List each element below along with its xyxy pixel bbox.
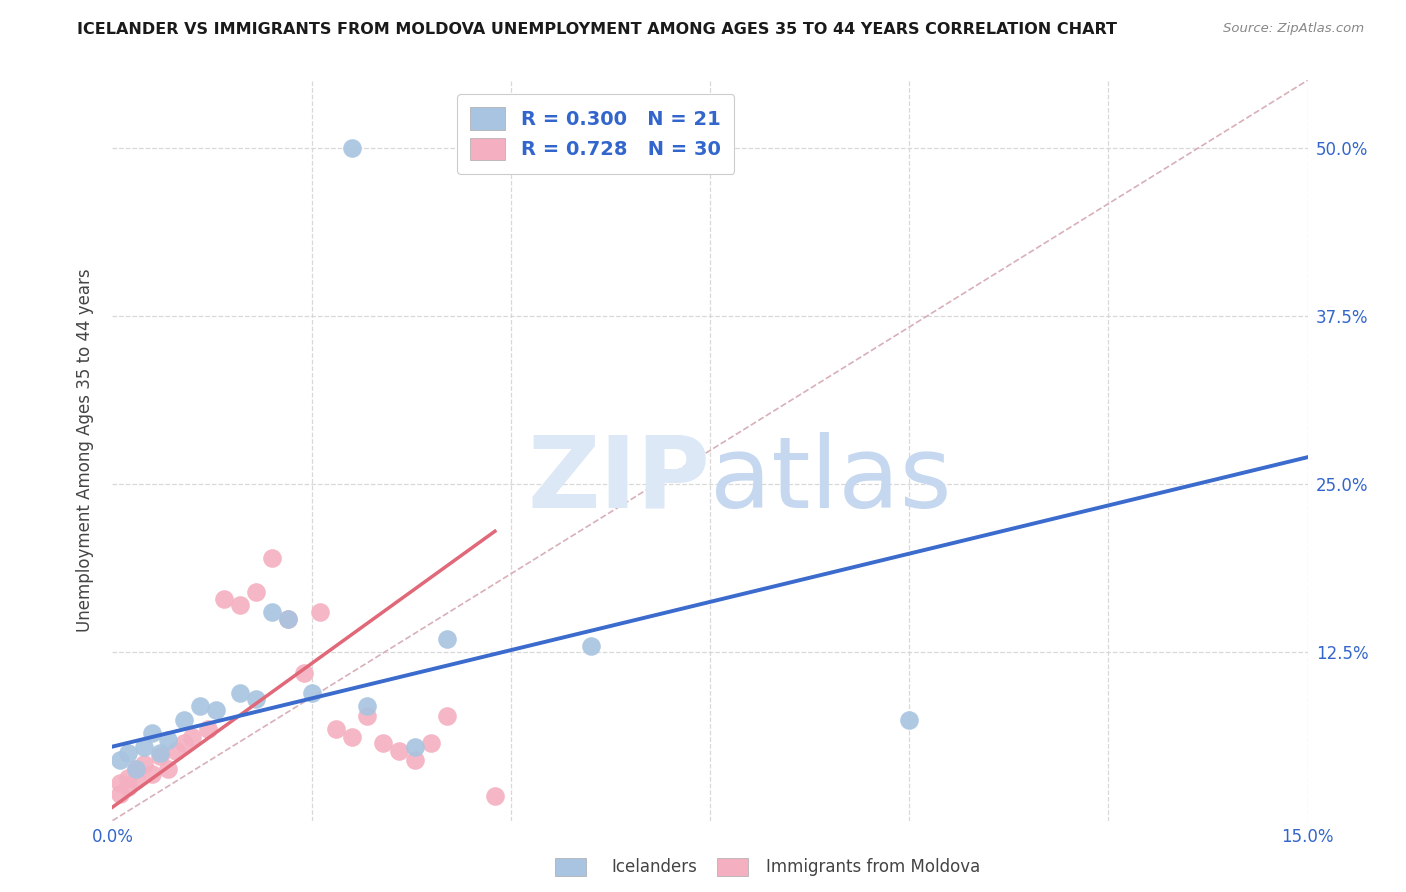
Point	[356, 699, 378, 714]
Text: Source: ZipAtlas.com: Source: ZipAtlas.com	[1223, 22, 1364, 36]
Point	[141, 726, 163, 740]
Point	[141, 766, 163, 780]
Point	[134, 739, 156, 754]
Point	[125, 763, 148, 777]
Point	[212, 591, 235, 606]
Text: atlas: atlas	[710, 432, 952, 529]
Legend: R = 0.300   N = 21, R = 0.728   N = 30: R = 0.300 N = 21, R = 0.728 N = 30	[457, 94, 734, 174]
Point	[260, 605, 283, 619]
Point	[125, 773, 148, 788]
Point	[110, 753, 132, 767]
Point	[110, 787, 132, 801]
Point	[149, 749, 172, 764]
Point	[205, 703, 228, 717]
Point	[229, 599, 252, 613]
Point	[308, 605, 330, 619]
Point	[388, 744, 411, 758]
Point	[579, 639, 602, 653]
Y-axis label: Unemployment Among Ages 35 to 44 years: Unemployment Among Ages 35 to 44 years	[76, 268, 94, 632]
Point	[404, 739, 426, 754]
Point	[117, 771, 139, 785]
Point	[157, 763, 180, 777]
Text: Immigrants from Moldova: Immigrants from Moldova	[766, 858, 980, 876]
Point	[181, 730, 204, 744]
Point	[436, 632, 458, 646]
Point	[325, 722, 347, 736]
Point	[404, 753, 426, 767]
Text: ZIP: ZIP	[527, 432, 710, 529]
Point	[356, 708, 378, 723]
Point	[110, 776, 132, 790]
Point	[245, 584, 267, 599]
Point	[188, 699, 211, 714]
Point	[277, 612, 299, 626]
Point	[292, 665, 315, 680]
Point	[436, 708, 458, 723]
Point	[173, 735, 195, 749]
Point	[301, 686, 323, 700]
Point	[117, 780, 139, 794]
Point	[340, 140, 363, 154]
Point	[157, 732, 180, 747]
Point	[277, 612, 299, 626]
Point	[117, 747, 139, 761]
Point	[340, 730, 363, 744]
Text: ICELANDER VS IMMIGRANTS FROM MOLDOVA UNEMPLOYMENT AMONG AGES 35 TO 44 YEARS CORR: ICELANDER VS IMMIGRANTS FROM MOLDOVA UNE…	[77, 22, 1118, 37]
Point	[134, 757, 156, 772]
Point	[373, 735, 395, 749]
Point	[197, 722, 219, 736]
Point	[165, 744, 187, 758]
Point	[173, 713, 195, 727]
Point	[898, 713, 921, 727]
Point	[149, 747, 172, 761]
Point	[420, 735, 443, 749]
Point	[260, 551, 283, 566]
Point	[245, 692, 267, 706]
Text: Icelanders: Icelanders	[612, 858, 697, 876]
Point	[229, 686, 252, 700]
Point	[484, 789, 506, 804]
Point	[125, 763, 148, 777]
